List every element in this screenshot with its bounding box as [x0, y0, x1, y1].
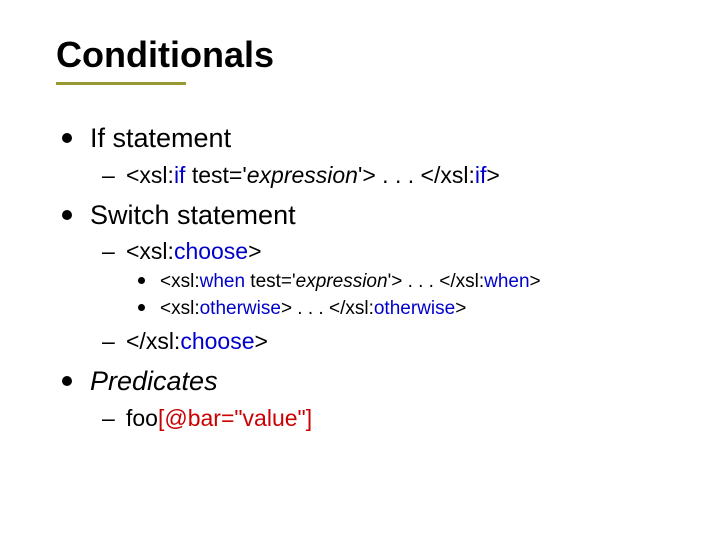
subsub-otherwise: <xsl:otherwise> . . . </xsl:otherwise> [126, 296, 664, 322]
content-area: If statement <xsl:if test='expression'> … [56, 121, 664, 433]
bullet-switch-statement: Switch statement <xsl:choose> <xsl:when … [56, 198, 664, 357]
sub-predicate-example: foo[@bar="value"] [90, 403, 664, 433]
bullet-label: If statement [90, 123, 231, 153]
sub-choose-open: <xsl:choose> <xsl:when test='expression'… [90, 236, 664, 322]
bullet-label: Switch statement [90, 200, 296, 230]
sub-if-syntax: <xsl:if test='expression'> . . . </xsl:i… [90, 160, 664, 190]
slide-title: Conditionals [56, 34, 664, 76]
accent-line [56, 82, 186, 85]
sub-choose-close: </xsl:choose> [90, 326, 664, 356]
bullet-if-statement: If statement <xsl:if test='expression'> … [56, 121, 664, 190]
subsub-when: <xsl:when test='expression'> . . . </xsl… [126, 269, 664, 295]
bullet-predicates: Predicates foo[@bar="value"] [56, 364, 664, 433]
bullet-label: Predicates [90, 366, 218, 396]
